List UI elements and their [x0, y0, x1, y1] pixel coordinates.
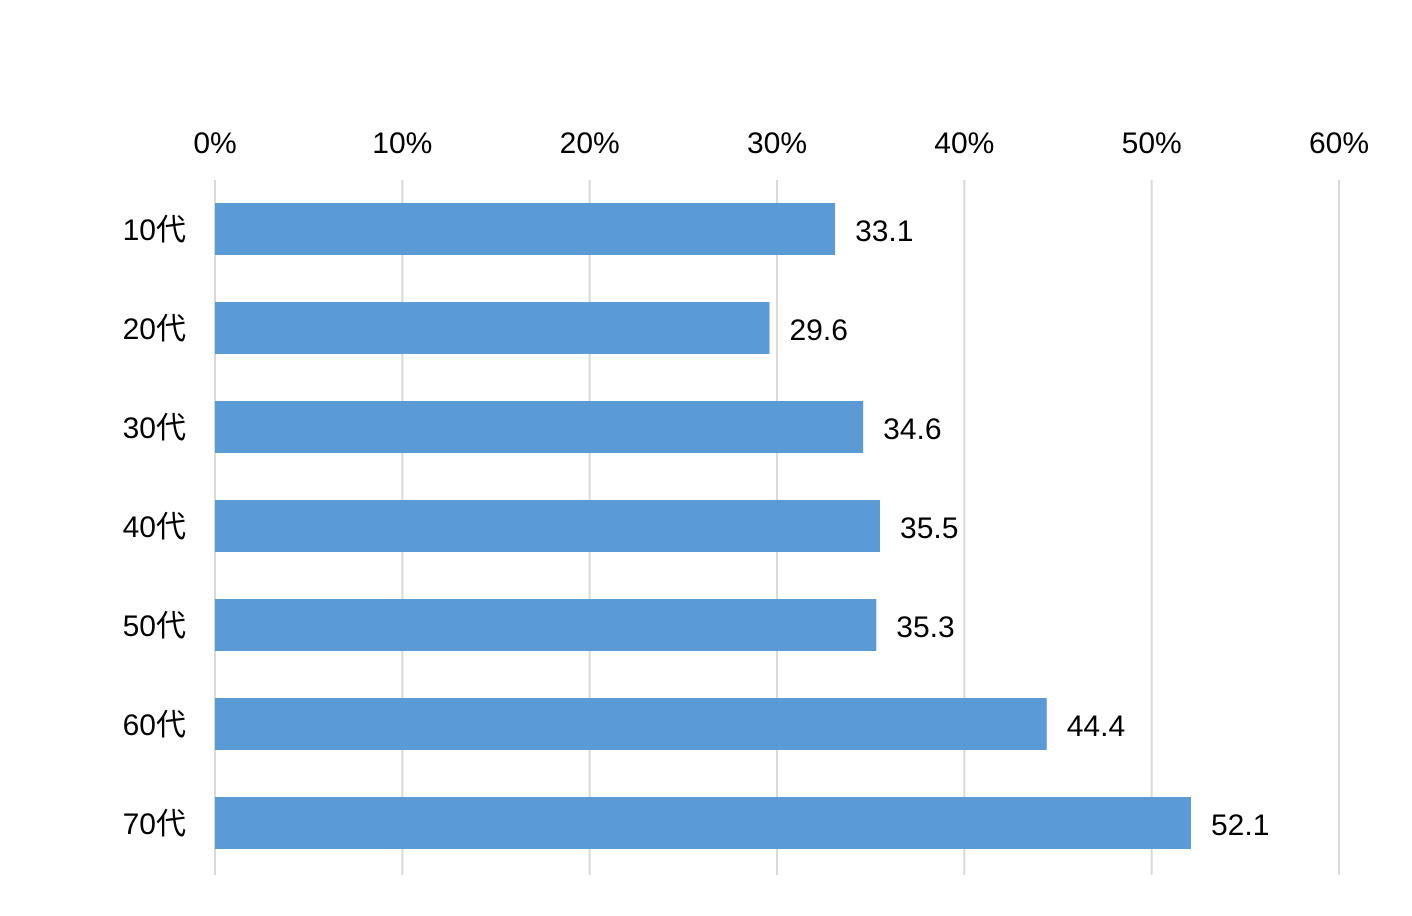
x-tick-label: 40% [934, 127, 994, 160]
bar [215, 401, 864, 453]
category-label: 40代 [123, 511, 186, 544]
category-label: 30代 [123, 412, 186, 445]
bar [215, 302, 770, 354]
category-label: 10代 [123, 214, 186, 247]
x-tick-label: 20% [560, 127, 620, 160]
x-tick-label: 10% [372, 127, 432, 160]
data-label: 29.6 [790, 314, 848, 347]
x-tick-label: 50% [1122, 127, 1182, 160]
value-labels: 33.1 29.6 34.6 35.5 35.3 44.4 52.1 [790, 215, 1270, 842]
data-label: 35.3 [896, 611, 954, 644]
bar [215, 797, 1192, 849]
bar [215, 500, 881, 552]
data-label: 34.6 [883, 413, 941, 446]
data-label: 44.4 [1067, 710, 1125, 743]
x-axis-tick-labels: 0% 10% 20% 30% 40% 50% 60% [193, 127, 1369, 160]
data-label: 35.5 [900, 512, 958, 545]
category-label: 50代 [123, 610, 186, 643]
category-labels: 10代 20代 30代 40代 50代 60代 70代 [123, 214, 186, 841]
category-label: 70代 [123, 808, 186, 841]
x-tick-label: 60% [1309, 127, 1369, 160]
category-label: 20代 [123, 313, 186, 346]
data-label: 33.1 [855, 215, 913, 248]
x-tick-label: 0% [193, 127, 236, 160]
bar [215, 203, 836, 255]
data-label: 52.1 [1211, 809, 1269, 842]
bar [215, 599, 877, 651]
x-tick-label: 30% [747, 127, 807, 160]
bars [215, 203, 1192, 849]
category-label: 60代 [123, 709, 186, 742]
bar [215, 698, 1047, 750]
